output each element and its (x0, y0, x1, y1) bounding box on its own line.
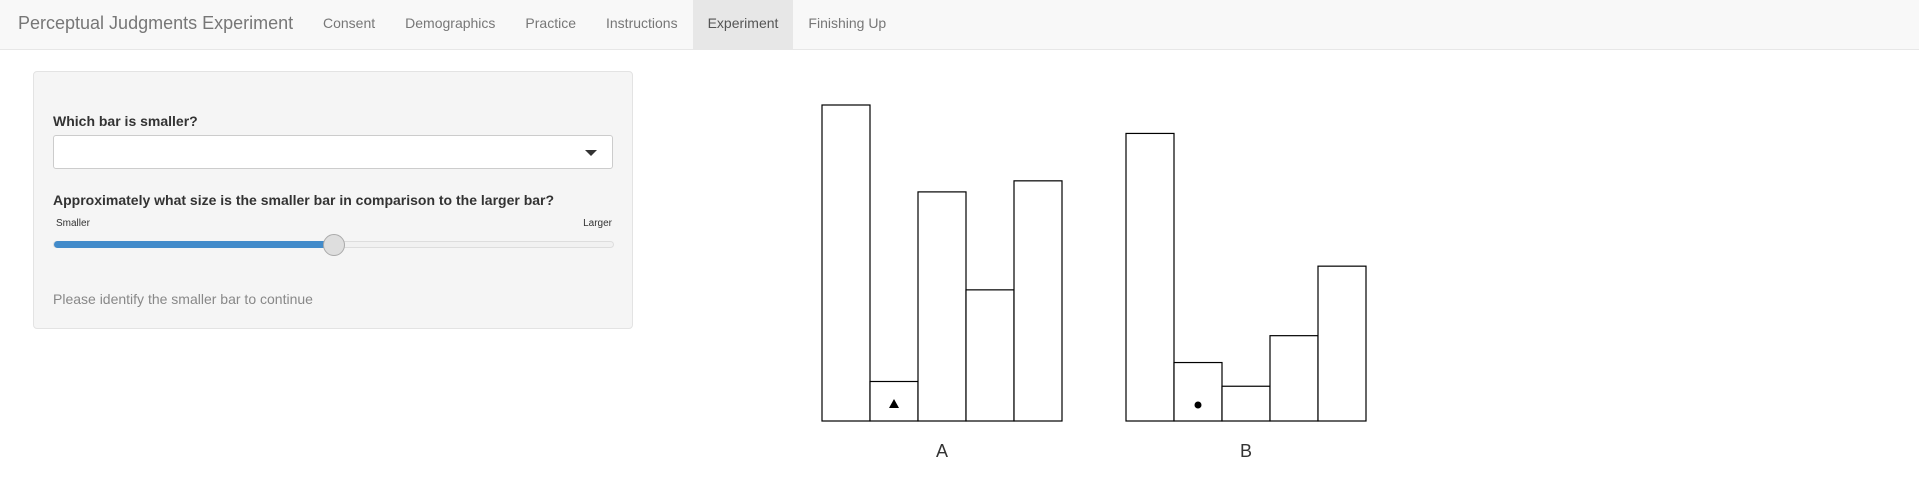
chart-bar (917, 191, 967, 422)
slider-fill (54, 241, 334, 248)
slider-max-label: Larger (583, 218, 612, 229)
slider-min-label: Smaller (56, 218, 90, 229)
tab-experiment[interactable]: Experiment (692, 0, 794, 50)
tab-demographics[interactable]: Demographics (405, 15, 496, 31)
smaller-bar-select[interactable] (53, 135, 613, 169)
chart-bar (965, 289, 1015, 422)
smaller-bar-question: Which bar is smaller? (53, 113, 198, 129)
chart-bar (1125, 132, 1175, 422)
question-panel: Which bar is smaller? Approximately what… (33, 71, 633, 329)
chart-bar (1269, 335, 1319, 422)
app-title[interactable]: Perceptual Judgments Experiment (18, 13, 294, 33)
tab-practice[interactable]: Practice (525, 15, 576, 31)
size-comparison-question: Approximately what size is the smaller b… (53, 192, 555, 208)
status-message: Please identify the smaller bar to conti… (53, 291, 313, 307)
slider-handle[interactable] (322, 234, 345, 256)
chart-bar (1173, 361, 1223, 422)
nav-tabs: Consent Demographics Practice Instructio… (308, 0, 901, 50)
chevron-down-icon (585, 150, 597, 156)
circle-marker-icon (1194, 401, 1202, 409)
group-label-a: A (936, 441, 948, 461)
group-label-b: B (1240, 441, 1252, 461)
tab-consent[interactable]: Consent (323, 15, 376, 31)
tab-instructions[interactable]: Instructions (606, 15, 678, 31)
chart-bar (1013, 180, 1063, 422)
navbar: Perceptual Judgments Experiment Consent … (0, 0, 1919, 50)
size-slider[interactable] (53, 234, 614, 256)
triangle-marker-icon (889, 399, 899, 408)
chart-bar (821, 104, 871, 422)
chart-bar (1317, 265, 1367, 422)
tab-finishing-up[interactable]: Finishing Up (808, 15, 887, 31)
chart-bar (1221, 385, 1271, 422)
